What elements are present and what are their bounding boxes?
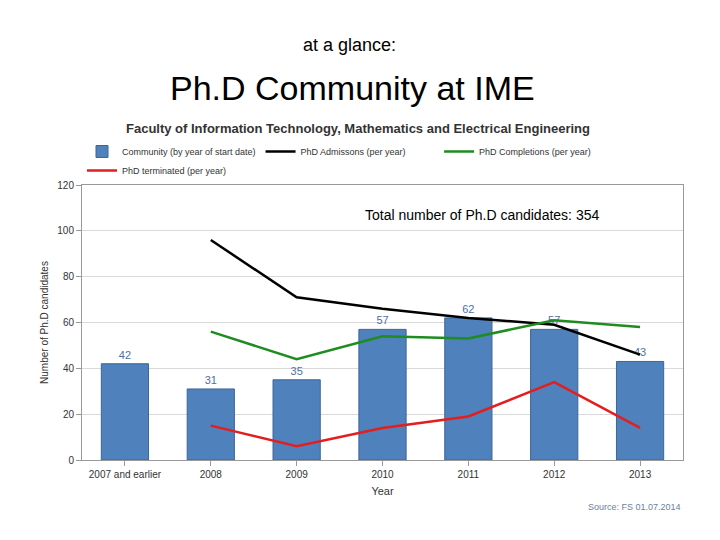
svg-text:35: 35 xyxy=(291,365,303,377)
svg-text:120: 120 xyxy=(57,180,74,191)
svg-text:2012: 2012 xyxy=(543,469,566,480)
svg-text:Number of Ph.D candidates: Number of Ph.D candidates xyxy=(39,261,50,384)
svg-text:Faculty of Information Technol: Faculty of Information Technology, Mathe… xyxy=(126,121,590,136)
svg-text:2010: 2010 xyxy=(371,469,394,480)
svg-text:62: 62 xyxy=(462,303,474,315)
svg-text:100: 100 xyxy=(57,225,74,236)
svg-text:60: 60 xyxy=(63,317,75,328)
svg-text:PhD Admissons (per year): PhD Admissons (per year) xyxy=(301,147,406,157)
svg-text:Ph.D Community at IME: Ph.D Community at IME xyxy=(170,69,535,107)
svg-text:PhD Completions (per year): PhD Completions (per year) xyxy=(479,147,591,157)
svg-text:Community (by year of start da: Community (by year of start date) xyxy=(122,147,256,157)
svg-text:57: 57 xyxy=(376,314,388,326)
svg-text:2013: 2013 xyxy=(629,469,652,480)
svg-text:PhD terminated (per year): PhD terminated (per year) xyxy=(122,166,226,176)
svg-text:31: 31 xyxy=(205,374,217,386)
svg-text:80: 80 xyxy=(63,271,75,282)
svg-text:Source: FS 01.07.2014: Source: FS 01.07.2014 xyxy=(588,502,681,512)
svg-text:Total number of Ph.D candidate: Total number of Ph.D candidates: 354 xyxy=(365,207,599,223)
svg-text:0: 0 xyxy=(68,455,74,466)
svg-text:57: 57 xyxy=(548,314,560,326)
svg-text:20: 20 xyxy=(63,409,75,420)
svg-text:2007 and earlier: 2007 and earlier xyxy=(89,469,162,480)
svg-text:40: 40 xyxy=(63,363,75,374)
svg-text:2008: 2008 xyxy=(200,469,223,480)
svg-text:2011: 2011 xyxy=(458,469,480,480)
svg-text:at a glance:: at a glance: xyxy=(303,35,396,55)
svg-text:42: 42 xyxy=(119,349,131,361)
svg-text:2009: 2009 xyxy=(286,469,309,480)
svg-text:43: 43 xyxy=(634,346,646,358)
svg-text:Year: Year xyxy=(371,485,394,497)
